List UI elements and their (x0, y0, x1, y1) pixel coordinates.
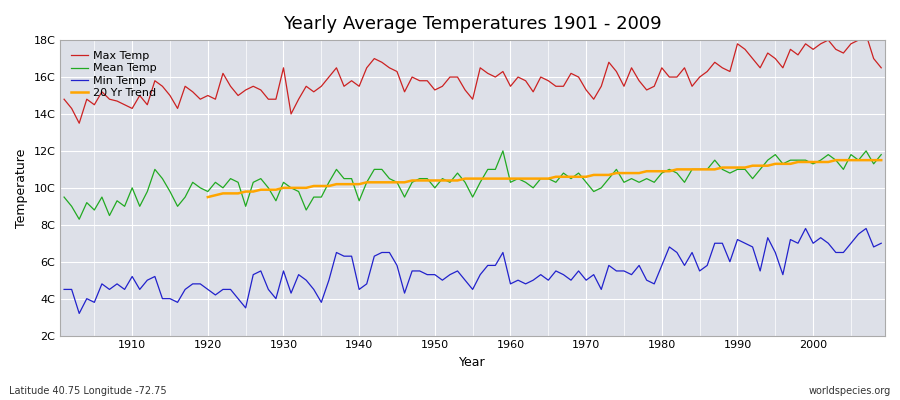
Line: 20 Yr Trend: 20 Yr Trend (208, 160, 881, 197)
Min Temp (800, 226, 811, 231)
Mean Temp (338, 176, 349, 181)
Mean Temp (498, 148, 508, 153)
Min Temp (876, 241, 886, 246)
Line: Mean Temp: Mean Temp (64, 151, 881, 219)
Mean Temp (876, 152, 886, 157)
Max Temp (293, 97, 304, 102)
20 Yr Trend (853, 158, 864, 162)
20 Yr Trend (671, 167, 682, 172)
Mean Temp (520, 180, 531, 185)
Min Temp (505, 282, 516, 286)
Mean Temp (611, 167, 622, 172)
Min Temp (293, 272, 304, 277)
Line: Max Temp: Max Temp (64, 34, 881, 123)
20 Yr Trend (778, 162, 788, 166)
Max Temp (74, 121, 85, 126)
Min Temp (74, 311, 85, 316)
20 Yr Trend (293, 186, 304, 190)
Max Temp (513, 75, 524, 80)
Max Temp (876, 66, 886, 70)
Mean Temp (293, 189, 304, 194)
20 Yr Trend (202, 195, 213, 200)
Mean Temp (58, 195, 69, 200)
Max Temp (505, 84, 516, 89)
Legend: Max Temp, Mean Temp, Min Temp, 20 Yr Trend: Max Temp, Mean Temp, Min Temp, 20 Yr Tre… (66, 46, 162, 104)
Line: Min Temp: Min Temp (64, 228, 881, 314)
20 Yr Trend (831, 158, 842, 162)
20 Yr Trend (407, 178, 418, 183)
Max Temp (603, 60, 614, 65)
Min Temp (58, 287, 69, 292)
Text: worldspecies.org: worldspecies.org (809, 386, 891, 396)
20 Yr Trend (762, 163, 773, 168)
X-axis label: Year: Year (459, 356, 486, 369)
Min Temp (127, 274, 138, 279)
Min Temp (338, 254, 349, 258)
Title: Yearly Average Temperatures 1901 - 2009: Yearly Average Temperatures 1901 - 2009 (284, 15, 662, 33)
Max Temp (58, 97, 69, 102)
20 Yr Trend (876, 158, 886, 162)
Mean Temp (74, 217, 85, 222)
Min Temp (603, 263, 614, 268)
Mean Temp (513, 176, 524, 181)
Text: Latitude 40.75 Longitude -72.75: Latitude 40.75 Longitude -72.75 (9, 386, 166, 396)
Max Temp (338, 84, 349, 89)
Mean Temp (127, 186, 138, 190)
Max Temp (127, 106, 138, 111)
Y-axis label: Temperature: Temperature (15, 148, 28, 228)
Max Temp (860, 32, 871, 37)
Min Temp (513, 278, 524, 282)
